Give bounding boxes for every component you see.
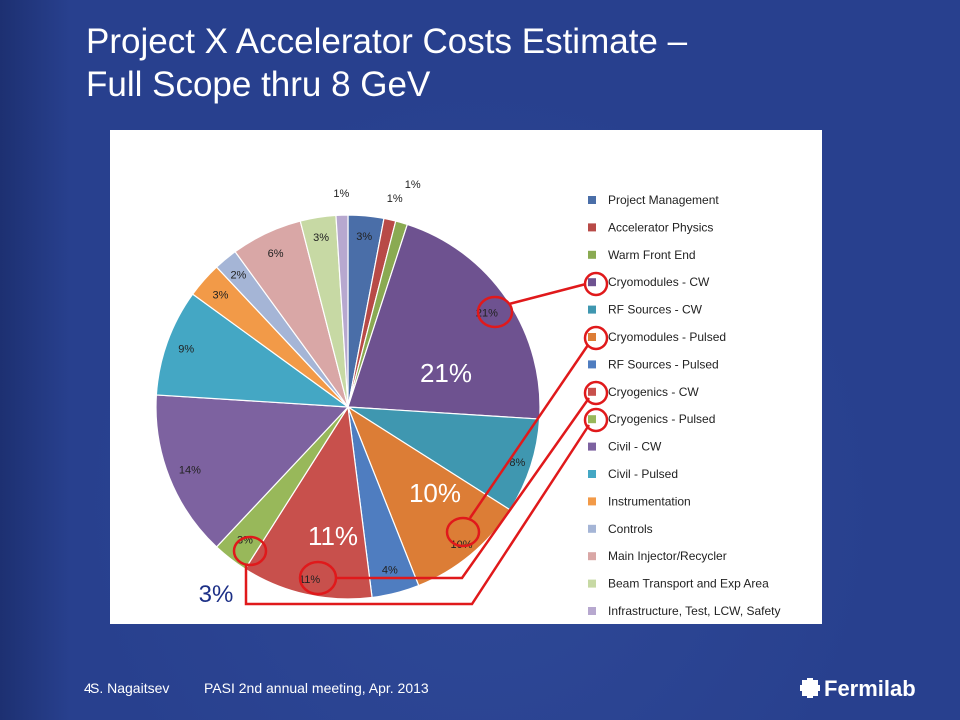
fermilab-logo-icon: [800, 678, 820, 698]
legend-label: Cryomodules - Pulsed: [608, 330, 726, 344]
callout-value: 10%: [409, 478, 461, 508]
legend-swatch: [588, 442, 596, 451]
legend-swatch: [588, 552, 596, 561]
highlight-connector: [508, 282, 587, 306]
legend-label: Controls: [608, 522, 653, 536]
pie-slice: [244, 405, 373, 600]
slide-title-line1: Project X Accelerator Costs Estimate –: [86, 22, 688, 61]
pie-slice: [155, 293, 351, 408]
slice-label: 1%: [333, 188, 349, 200]
legend-swatch: [588, 250, 596, 259]
callout-value: 3%: [199, 581, 234, 608]
highlight-circle: [583, 325, 609, 351]
slice-label: 21%: [476, 308, 498, 320]
slice-label: 3%: [313, 232, 329, 244]
slide-title-line2: Full Scope thru 8 GeV: [86, 65, 431, 104]
legend-swatch: [588, 470, 596, 478]
legend-label: Cryogenics - Pulsed: [608, 412, 715, 426]
highlight-circle: [232, 535, 268, 567]
highlight-connector: [336, 397, 591, 580]
highlight-circle: [445, 516, 481, 548]
legend-swatch: [588, 579, 596, 588]
legend-label: Beam Transport and Exp Area: [608, 577, 769, 591]
legend-label: Infrastructure, Test, LCW, Safety: [608, 604, 781, 618]
slice-label: 6%: [268, 248, 284, 260]
legend-label: Project Management: [608, 193, 719, 207]
highlight-circle: [583, 380, 609, 406]
page-number: 4: [84, 680, 92, 696]
legend-swatch: [588, 415, 596, 424]
highlight-connector: [244, 424, 591, 606]
footer-event: PASI 2nd annual meeting, Apr. 2013: [204, 680, 429, 696]
callout-value: 11%: [308, 521, 358, 551]
slice-label: 8%: [509, 457, 525, 469]
pie-slice: [347, 223, 541, 420]
slice-label: 4%: [382, 565, 398, 577]
legend-swatch: [588, 497, 596, 506]
legend-swatch: [588, 223, 596, 232]
slice-label: 3%: [356, 231, 372, 243]
slice-label: 14%: [179, 465, 201, 477]
legend-label: Warm Front End: [608, 248, 696, 262]
legend-label: RF Sources - Pulsed: [608, 357, 719, 371]
legend-label: Accelerator Physics: [608, 220, 713, 234]
slice-label: 9%: [178, 344, 194, 356]
slice-label: 1%: [405, 179, 421, 191]
legend-label: Cryomodules - CW: [608, 275, 710, 289]
pie-slice: [155, 394, 350, 548]
footer-author: S. Nagaitsev: [90, 680, 170, 696]
legend-label: Civil - CW: [608, 440, 662, 454]
fermilab-logo-text: Fermilab: [824, 676, 916, 701]
legend-swatch: [588, 278, 596, 287]
slice-label: 11%: [299, 574, 320, 586]
slice-label: 2%: [230, 270, 246, 282]
legend-label: Instrumentation: [608, 494, 691, 508]
callout-value: 21%: [420, 358, 472, 388]
legend-swatch: [588, 360, 596, 369]
pie-slice: [335, 214, 349, 408]
highlight-connector: [468, 344, 590, 519]
legend-swatch: [588, 387, 596, 396]
legend-label: Civil - Pulsed: [608, 467, 678, 481]
legend-label: Main Injector/Recycler: [608, 549, 727, 563]
background-stripe: [0, 0, 70, 720]
legend-label: Cryogenics - CW: [608, 385, 699, 399]
legend-swatch: [588, 607, 596, 615]
slice-label: 1%: [387, 193, 403, 205]
legend-swatch: [588, 196, 596, 204]
highlight-circle: [583, 407, 609, 433]
highlight-circle: [476, 295, 514, 329]
legend-swatch: [588, 524, 596, 533]
legend-swatch: [588, 333, 596, 341]
legend-swatch: [588, 305, 596, 314]
legend-label: RF Sources - CW: [608, 303, 703, 317]
slice-label: 3%: [213, 290, 229, 302]
slide-title: Project X Accelerator Costs Estimate – F…: [86, 20, 687, 106]
